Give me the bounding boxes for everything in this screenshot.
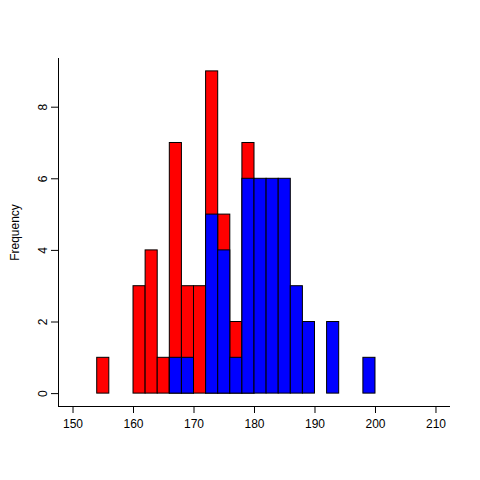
svg-text:150: 150 xyxy=(63,417,83,431)
svg-text:190: 190 xyxy=(305,417,325,431)
svg-text:2: 2 xyxy=(36,318,50,325)
svg-text:200: 200 xyxy=(365,417,385,431)
svg-text:4: 4 xyxy=(36,247,50,254)
svg-text:180: 180 xyxy=(244,417,264,431)
svg-text:Frequency: Frequency xyxy=(8,204,22,261)
svg-text:170: 170 xyxy=(184,417,204,431)
svg-text:0: 0 xyxy=(36,390,50,397)
svg-text:8: 8 xyxy=(36,104,50,111)
svg-text:160: 160 xyxy=(123,417,143,431)
svg-text:6: 6 xyxy=(36,175,50,182)
svg-text:210: 210 xyxy=(426,417,446,431)
